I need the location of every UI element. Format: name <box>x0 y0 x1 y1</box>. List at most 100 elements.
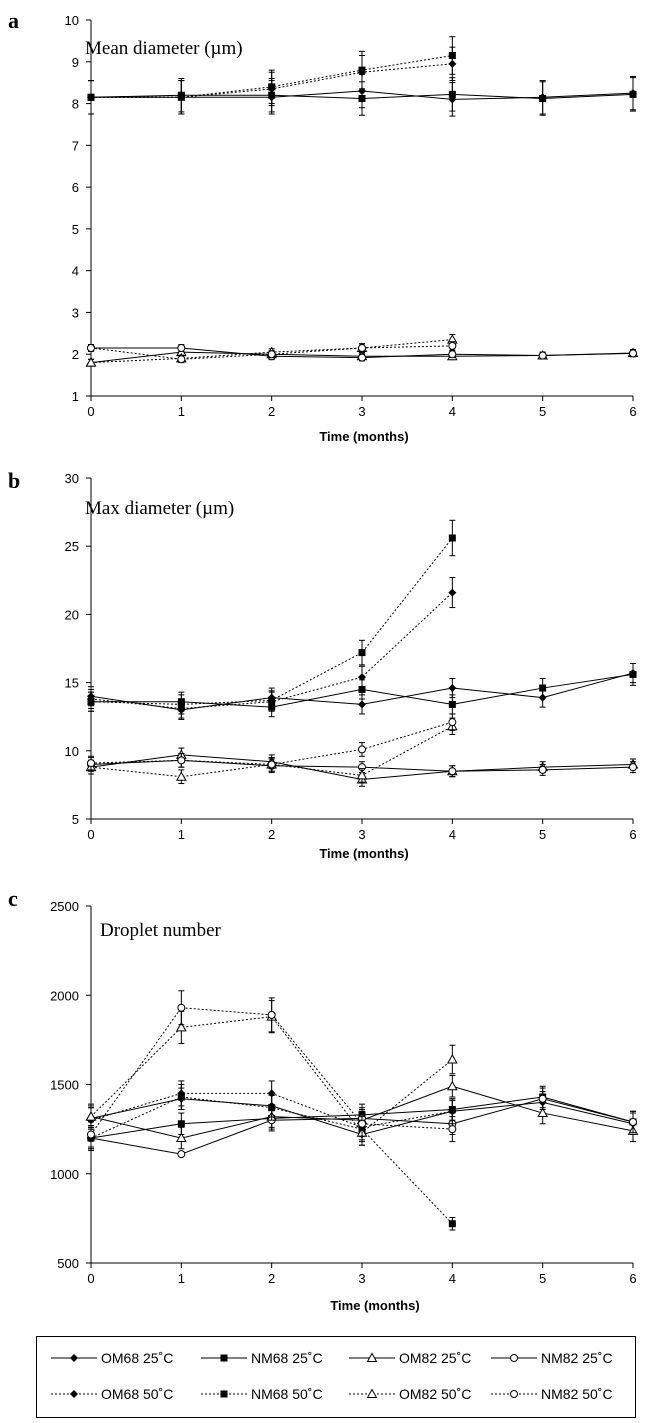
legend-label: NM68 25˚C <box>251 1350 323 1366</box>
legend-label: NM82 50˚C <box>541 1386 613 1402</box>
chart-panel-a: a Mean diameter (µm) Time (months) 1 2 3 4 5… <box>0 0 649 450</box>
series-NM82_50 <box>87 341 457 364</box>
data-point <box>358 700 366 709</box>
data-point <box>358 343 366 352</box>
data-point <box>177 1120 185 1128</box>
data-point <box>448 1125 457 1134</box>
data-point <box>448 90 456 98</box>
x-tick-label: 6 <box>629 827 636 842</box>
data-point <box>446 1080 458 1091</box>
y-tick-label: 5 <box>72 812 79 827</box>
series-NM82_50 <box>87 990 457 1148</box>
data-point <box>177 355 186 364</box>
y-tick-label: 15 <box>65 676 79 691</box>
x-tick-label: 1 <box>178 404 185 419</box>
legend-swatch <box>491 1390 537 1398</box>
x-tick-label: 4 <box>449 404 456 419</box>
x-tick-label: 2 <box>268 1271 275 1286</box>
chart-svg-b: b Max diameter (µm) Time (months) 510152… <box>8 468 639 861</box>
panel-letter: b <box>8 468 20 493</box>
data-point <box>629 349 637 358</box>
panel-letter: a <box>8 8 19 33</box>
x-axis-label: Time (months) <box>319 429 408 444</box>
data-point <box>85 1111 97 1121</box>
legend-swatch <box>491 1354 537 1362</box>
data-point <box>175 771 187 781</box>
series-NM68_50 <box>87 36 456 115</box>
x-tick-label: 4 <box>449 827 456 842</box>
legend-swatch <box>349 1352 395 1362</box>
legend-label: OM68 50˚C <box>101 1386 174 1402</box>
legend-marker <box>70 1354 78 1362</box>
chart-title: Droplet number <box>100 920 222 941</box>
data-point <box>267 1010 276 1019</box>
data-point <box>539 95 547 103</box>
x-tick-label: 3 <box>358 404 365 419</box>
chart-svg-a: a Mean diameter (µm) Time (months) 1 2 3 4 5… <box>8 8 639 444</box>
data-point <box>356 769 368 780</box>
legend-marker <box>366 1352 378 1362</box>
data-point <box>177 1150 186 1159</box>
data-point <box>629 1117 637 1126</box>
series-NM82_50 <box>87 713 457 772</box>
legend-item: OM68 25˚C <box>49 1347 197 1369</box>
y-tick-label: 7 <box>72 138 79 153</box>
chart-panel-c: c Droplet number Time (months) 500 1000 15… <box>0 872 649 1327</box>
data-point <box>448 350 457 359</box>
data-point <box>268 1104 276 1112</box>
legend-marker <box>220 1390 228 1398</box>
legend-label: NM68 50˚C <box>251 1386 323 1402</box>
legend: OM68 25˚C NM68 25˚C OM82 25˚C NM82 25˚C OM68… <box>36 1336 636 1418</box>
data-point <box>358 745 366 754</box>
y-tick-label: 4 <box>72 264 79 279</box>
data-point <box>177 1093 185 1101</box>
legend-label: NM82 25˚C <box>541 1350 613 1366</box>
x-tick-label: 2 <box>268 404 275 419</box>
y-tick-label: 6 <box>72 180 79 195</box>
data-point <box>175 1021 187 1032</box>
y-tick-label: 30 <box>65 471 79 486</box>
y-tick-label: 9 <box>72 55 79 70</box>
axes: 5 10 15 20 25 30 0 1 2 3 4 5 6 <box>65 471 637 842</box>
legend-marker <box>70 1390 78 1398</box>
data-point <box>448 684 457 693</box>
y-tick-label: 10 <box>65 744 79 759</box>
data-point <box>448 52 456 60</box>
data-point <box>539 684 547 692</box>
x-tick-label: 3 <box>358 827 365 842</box>
data-point <box>267 1089 276 1098</box>
data-point <box>629 763 637 772</box>
x-tick-label: 5 <box>539 1271 546 1286</box>
data-point <box>85 357 97 367</box>
data-point <box>358 673 366 682</box>
chart-panel-b: b Max diameter (µm) Time (months) 5 10 15 2… <box>0 462 649 862</box>
data-point <box>537 1107 549 1118</box>
x-tick-label: 2 <box>268 827 275 842</box>
y-tick-label: 20 <box>65 607 79 622</box>
y-tick-label: 2500 <box>50 899 79 914</box>
x-tick-label: 6 <box>629 404 636 419</box>
data-point <box>267 350 276 359</box>
y-tick-label: 1500 <box>50 1078 79 1093</box>
data-point <box>448 534 456 542</box>
data-point <box>268 83 276 91</box>
series-OM82_50 <box>85 717 458 785</box>
data-point <box>448 700 456 708</box>
legend-item: OM82 25˚C <box>347 1347 495 1369</box>
data-point <box>177 93 185 101</box>
legend-item: NM68 25˚C <box>199 1347 347 1369</box>
y-tick-label: 1 <box>72 389 79 404</box>
series-line <box>90 1007 453 1135</box>
y-tick-label: 3 <box>72 305 79 320</box>
x-tick-label: 3 <box>358 1271 365 1286</box>
data-point <box>268 696 276 704</box>
x-tick-label: 5 <box>539 827 546 842</box>
data-point <box>446 1053 458 1064</box>
data-point <box>267 760 276 769</box>
legend-swatch <box>51 1390 97 1398</box>
series-line <box>90 725 453 778</box>
data-point <box>87 93 95 101</box>
data-point <box>87 759 95 768</box>
data-point <box>87 343 95 352</box>
